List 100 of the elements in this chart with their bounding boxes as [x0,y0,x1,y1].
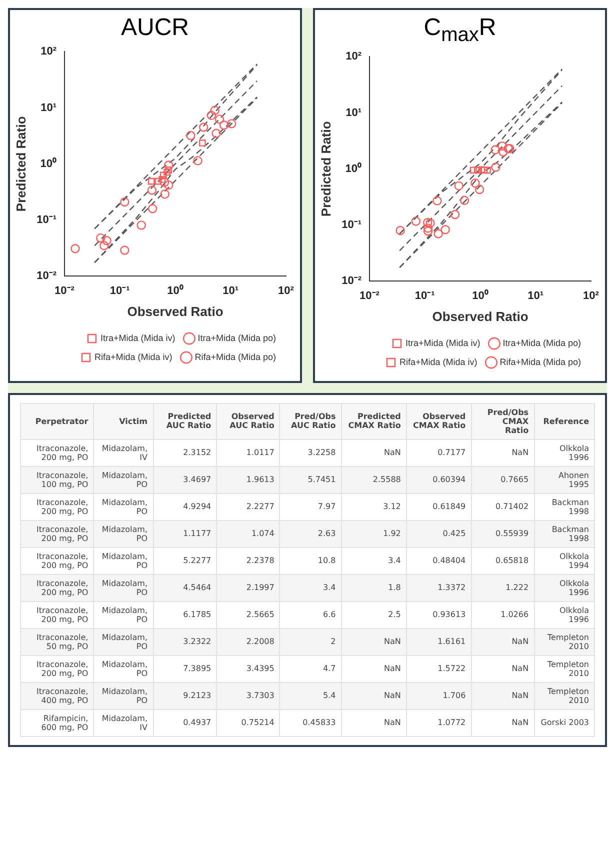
y-axis-title: Predicted Ratio [13,116,28,212]
x-tick-label: 10⁻¹ [110,284,130,297]
text: 2.5588 [372,475,401,484]
text: Backman 1998 [552,524,589,543]
x-tick-label: 10⁻² [360,290,380,302]
legend-label: Rifa+Mida (Mida iv) [94,352,172,362]
x-tick-label: 10² [583,290,600,302]
text: Midazolam, PO [102,606,148,624]
text: 1.9613 [246,475,274,484]
y-tick-label: 10² [346,50,362,62]
text: 2 [330,637,336,646]
text: 3.12 [383,502,401,512]
y-tick-label: 10⁻² [36,270,57,282]
text: 6.6 [323,610,336,620]
y-tick-label: 10² [40,46,57,58]
text: Itraconazole, 50 mg, PO [36,632,88,651]
text: 0.45833 [302,718,336,728]
x-axis-title: Observed Ratio [432,308,528,324]
text: 3.4395 [246,664,274,674]
text: Midazolam, PO [102,686,148,705]
text: 0.55939 [495,529,529,538]
text: Itraconazole, 200 mg, PO [36,524,88,543]
legend-label: Itra+Mida (Mida iv) [100,332,176,343]
text: 0.60394 [432,475,466,484]
text: 4.7 [323,664,336,674]
legend-label: Itra+Mida (Mida po) [502,338,582,348]
x-tick-label: 10⁰ [472,288,488,302]
legend-label: Rifa+Mida (Mida iv) [399,356,478,367]
y-tick-label: 10⁻¹ [36,214,57,226]
text: 2.3152 [183,448,212,458]
text: Olkkola 1994 [559,552,589,570]
text: Itraconazole, 200 mg, PO [36,498,88,516]
text: NaN [512,664,529,674]
text: Backman 1998 [552,498,589,516]
text: Ahonen 1995 [558,470,589,489]
text: Itraconazole, 200 mg, PO [36,606,88,624]
text: 0.65818 [495,556,529,566]
category-label: Observed CMAX Ratio [406,403,472,440]
text: 1.6161 [438,637,466,646]
text: 1.074 [251,529,274,538]
text: NaN [384,691,401,700]
y-tick-label: 10⁻¹ [342,218,362,231]
text: NaN [512,448,529,458]
y-tick-label: 10¹ [346,106,362,119]
text: 0.75214 [241,718,274,728]
text: NaN [512,691,529,700]
text: 2.63 [318,529,336,538]
text: 3.2258 [308,448,336,458]
category-label: Predicted CMAX Ratio [341,403,406,440]
x-tick-label: 10¹ [528,290,544,302]
text: Itraconazole, 200 mg, PO [36,578,88,597]
y-axis-title: Predicted Ratio [318,120,334,216]
text: Midazolam, PO [102,524,148,543]
text: NaN [512,718,529,728]
legend-label: Rifa+Mida (Mida po) [500,356,582,367]
text: Itraconazole, 100 mg, PO [36,470,88,489]
text: Templeton 2010 [547,686,589,705]
text: Midazolam, IV [102,714,148,732]
text: 1.5722 [438,664,466,674]
text: 2.1997 [246,583,274,592]
legend-label: Itra+Mida (Mida po) [198,332,276,343]
category-label: Pred/Obs AUC Ratio [280,403,342,440]
text: 1.3372 [438,583,466,592]
x-tick-label: 10² [278,284,294,297]
y-tick-label: 10⁻² [342,275,362,288]
category-label: Perpetrator [20,403,94,440]
text: NaN [384,637,401,646]
text: 0.61849 [432,502,466,512]
text: 2.2277 [246,502,274,512]
y-tick-label: 10⁰ [345,162,362,175]
text: Midazolam, PO [102,632,148,651]
text: Midazolam, PO [102,660,148,678]
text: 0.7665 [500,475,529,484]
text: 1.706 [442,691,466,700]
text: Olkkola 1996 [559,606,589,624]
text: Midazolam, PO [102,552,148,570]
text: 2.5665 [246,610,274,620]
text: 4.5464 [183,583,212,592]
x-axis-title: Observed Ratio [127,304,224,319]
text: 0.93613 [432,610,466,620]
text: Olkkola 1996 [559,444,589,462]
category-label: Victim [94,403,153,440]
text: Itraconazole, 200 mg, PO [36,444,88,462]
text: 0.71402 [495,502,529,512]
text: 7.3895 [183,664,212,674]
x-tick-label: 10⁰ [167,284,184,297]
text: 10.8 [318,556,336,566]
y-tick-label: 10⁰ [40,156,56,170]
text: 7.97 [318,502,336,512]
text: Templeton 2010 [547,660,589,678]
text: NaN [384,448,401,458]
text: 4.9294 [183,502,212,512]
y-tick-label: 10¹ [40,102,57,114]
text: 1.92 [383,529,401,538]
text: Midazolam, IV [102,444,148,462]
text: 1.0772 [438,718,466,728]
text: Templeton 2010 [547,632,589,651]
text: 5.4 [323,691,336,700]
text: Midazolam, PO [102,470,148,489]
text: 3.4697 [183,475,212,484]
